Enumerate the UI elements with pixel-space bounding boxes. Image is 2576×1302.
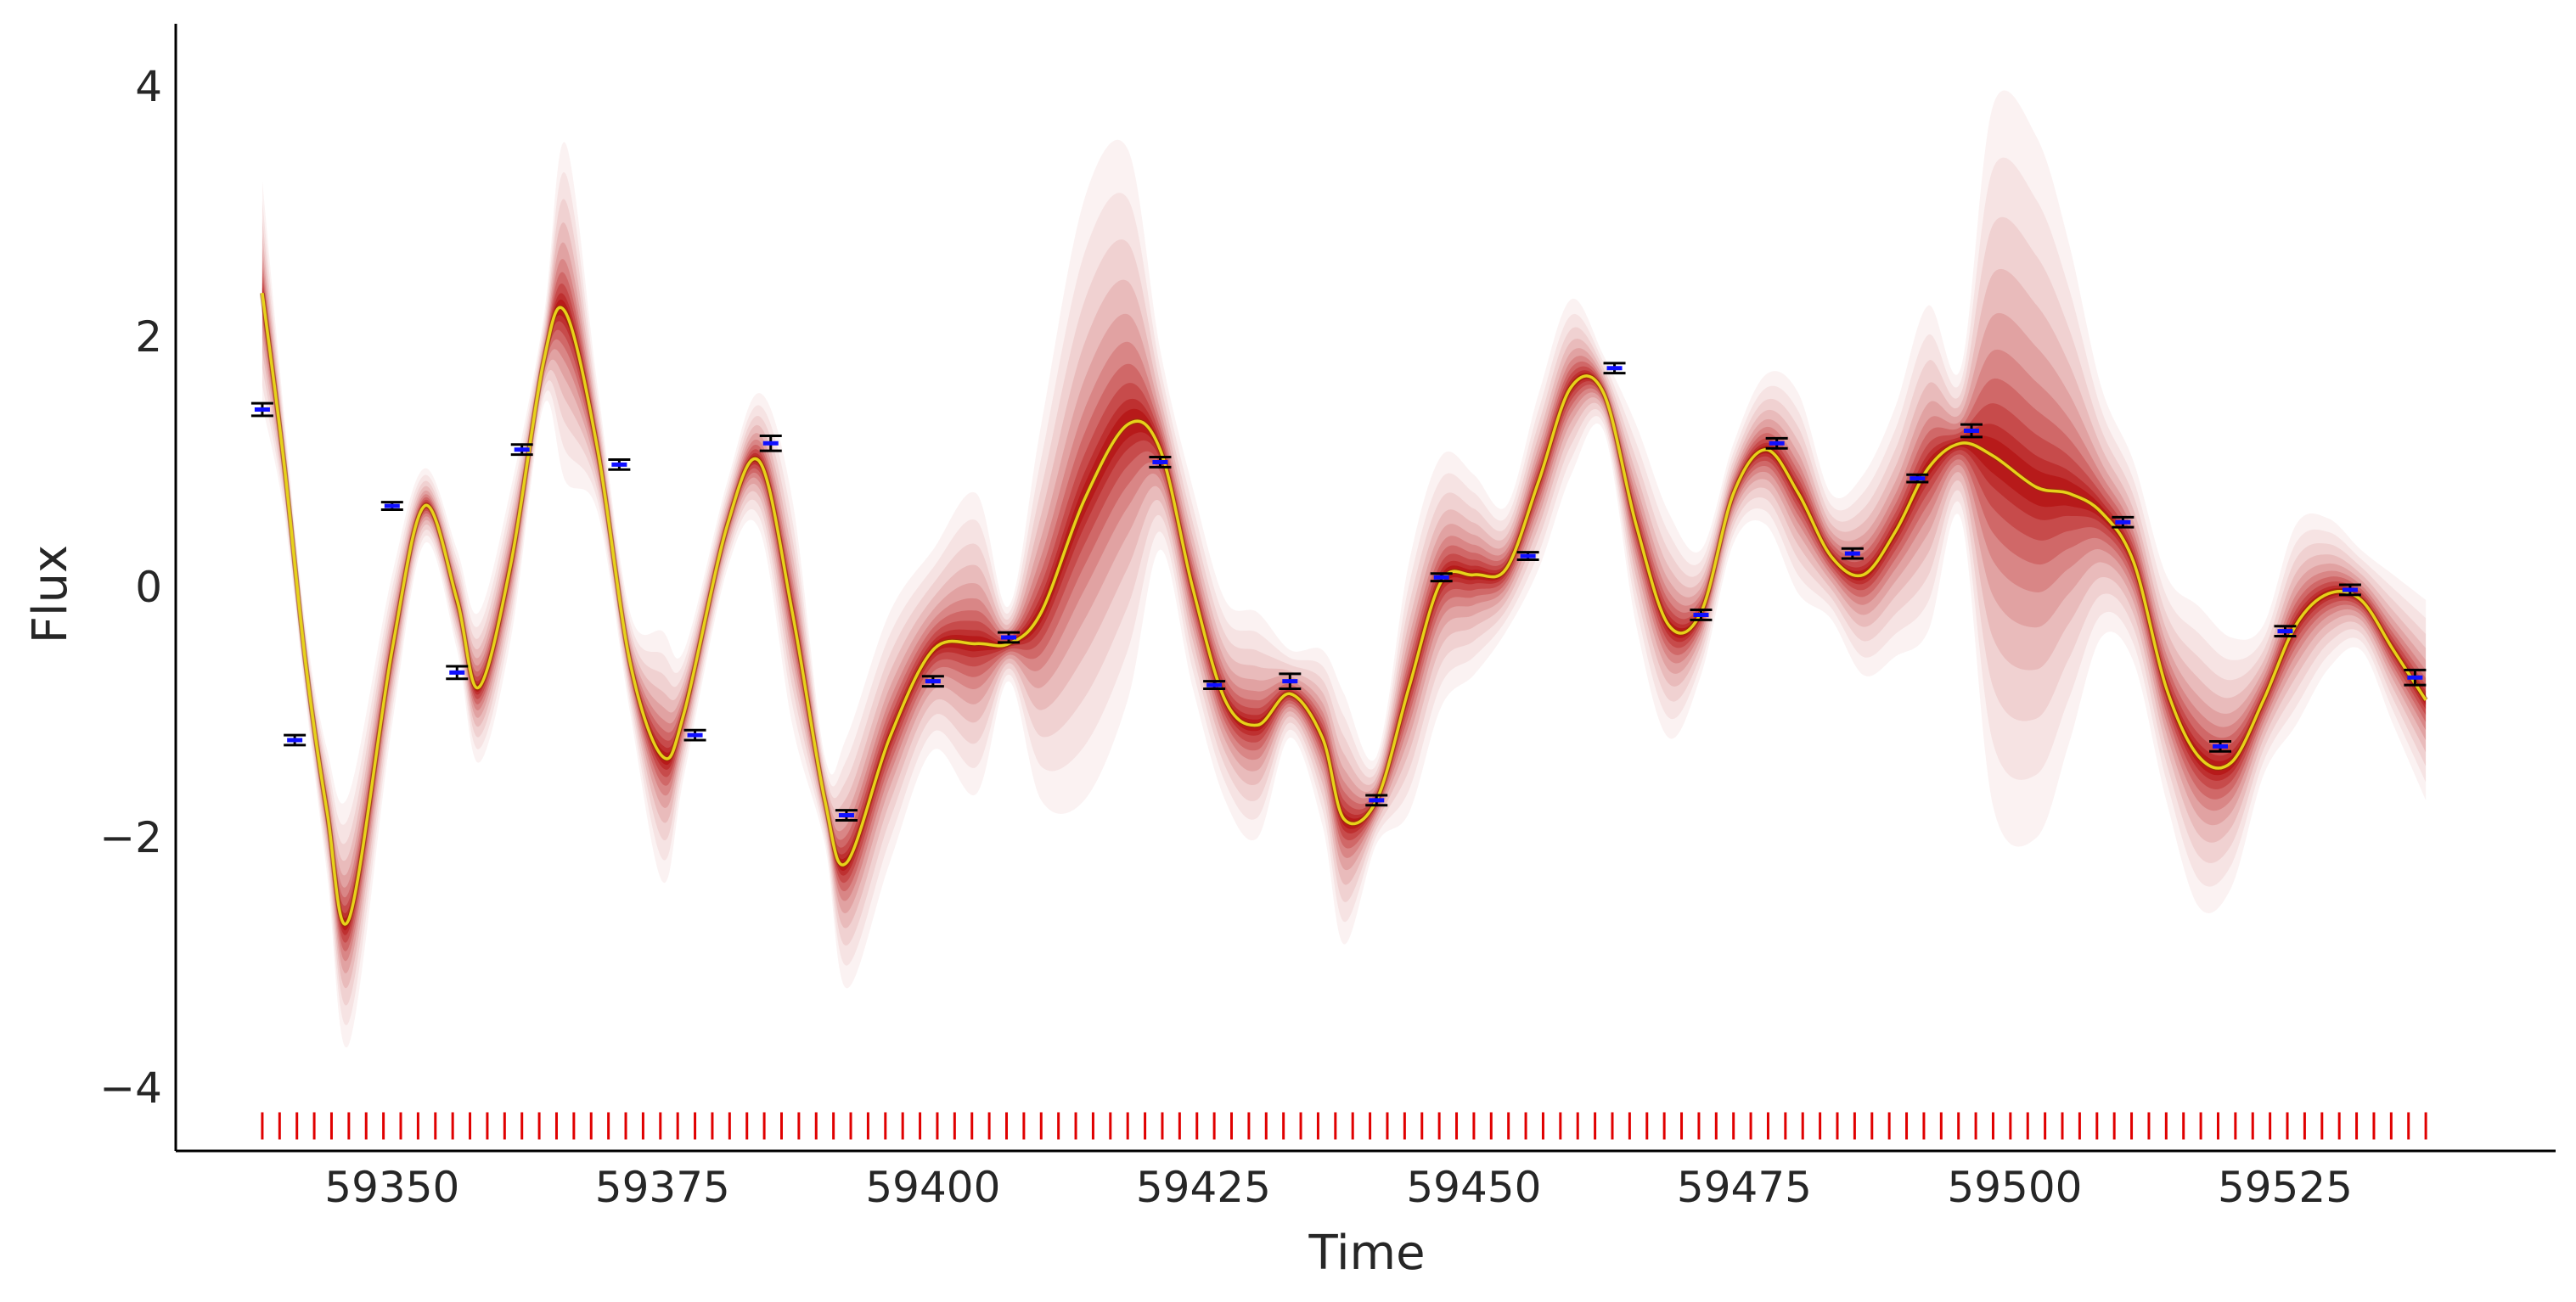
- posterior-band-7: [262, 276, 2427, 943]
- posterior-band-3: [262, 222, 2427, 989]
- observation-point: [835, 809, 858, 822]
- observation-point: [1960, 423, 1983, 439]
- observation-point: [1690, 609, 1713, 621]
- rug-marks: [261, 1112, 2427, 1140]
- observation-point: [380, 501, 403, 512]
- posterior-mean-group: [259, 292, 2428, 927]
- x-axis-label: Time: [1308, 1226, 1425, 1281]
- posterior-band-2: [262, 199, 2427, 1006]
- y-tick-label: 4: [135, 62, 162, 111]
- y-tick-label: 2: [135, 312, 162, 362]
- observation-point: [510, 443, 533, 457]
- posterior-mean-line: [261, 292, 2427, 926]
- observation-point: [250, 401, 273, 418]
- observation-point: [1149, 456, 1172, 469]
- x-tick-label: 59350: [324, 1163, 459, 1212]
- observation-point: [1603, 362, 1626, 375]
- observation-point: [759, 434, 782, 452]
- observation-point: [2209, 739, 2232, 753]
- observation-point: [1765, 436, 1788, 450]
- x-tick-label: 59425: [1136, 1163, 1271, 1212]
- posterior-band-4: [262, 242, 2427, 974]
- observation-point: [1906, 473, 1929, 484]
- y-tick-label: −2: [99, 813, 162, 862]
- x-tick-label: 59500: [1947, 1163, 2082, 1212]
- y-axis-label: Flux: [23, 545, 78, 643]
- observation-point: [1841, 547, 1864, 560]
- observation-point: [1203, 680, 1226, 691]
- observation-points: [250, 362, 2427, 822]
- observation-point: [921, 675, 944, 688]
- x-tick-label: 59475: [1677, 1163, 1812, 1212]
- observation-point: [1279, 672, 1302, 691]
- observation-point: [284, 733, 307, 747]
- y-tick-label: 0: [135, 563, 162, 612]
- observation-point: [2274, 625, 2297, 638]
- posterior-band-1: [262, 157, 2427, 1025]
- posterior-band-group: [262, 90, 2427, 1048]
- x-tick-label: 59400: [865, 1163, 1000, 1212]
- observation-point: [2112, 515, 2134, 529]
- axes: [174, 24, 2556, 1153]
- observation-point: [998, 631, 1021, 644]
- observation-point: [1516, 551, 1539, 562]
- observation-point: [1430, 572, 1453, 583]
- posterior-band-0: [262, 90, 2427, 1048]
- observation-point: [1365, 794, 1388, 807]
- observation-point: [683, 728, 706, 742]
- observation-point: [446, 665, 469, 681]
- y-tick-label: −4: [99, 1063, 162, 1113]
- x-tick-label: 59375: [595, 1163, 730, 1212]
- x-tick-label: 59450: [1406, 1163, 1541, 1212]
- observation-point: [2338, 583, 2361, 597]
- tick-group: 59350 59375 59400 59425 59450 59475 59500 59525…: [99, 62, 2353, 1212]
- observation-point: [2404, 668, 2427, 687]
- observation-point: [608, 457, 631, 471]
- x-tick-label: 59525: [2218, 1163, 2353, 1212]
